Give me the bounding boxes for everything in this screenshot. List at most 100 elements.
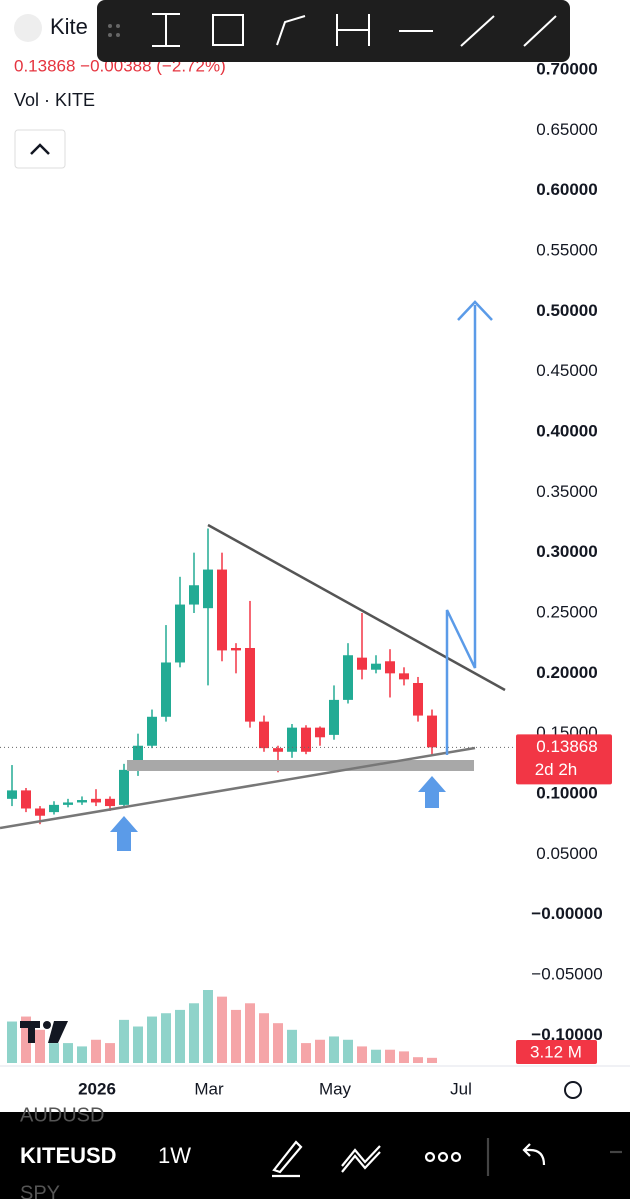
bottom-bar	[0, 1112, 630, 1199]
volume-bar	[147, 1016, 157, 1063]
symbol-item[interactable]: SPY	[20, 1182, 60, 1204]
candle-body	[399, 673, 409, 680]
volume-bar	[343, 1039, 353, 1063]
indicators-button[interactable]	[341, 1145, 381, 1173]
volume-bar	[217, 996, 227, 1063]
candle-body	[77, 800, 87, 803]
symbol-item[interactable]: AUDUSD	[20, 1104, 104, 1126]
settings-icon[interactable]	[564, 1081, 582, 1099]
support-zone[interactable]	[127, 760, 474, 771]
volume-bar	[133, 1026, 143, 1063]
active-symbol[interactable]: KITEUSD	[20, 1143, 117, 1168]
volume-bar	[385, 1049, 395, 1063]
x-tick-label: Jul	[450, 1079, 472, 1098]
volume-bar	[315, 1039, 325, 1063]
y-tick-label: 0.60000	[536, 180, 597, 199]
y-tick-label: 0.35000	[536, 482, 597, 501]
candle-body	[175, 604, 185, 663]
volume-bar	[231, 1009, 241, 1063]
candle-body	[259, 721, 269, 749]
candle-body	[329, 699, 339, 735]
candle-body	[343, 655, 353, 700]
bottom-icons	[272, 1138, 622, 1178]
symbol-icon	[14, 14, 42, 42]
y-tick-label: 0.05000	[536, 844, 597, 863]
up-arrow[interactable]	[110, 816, 138, 851]
y-tick-label: 0.70000	[536, 59, 597, 78]
x-tick-label: May	[319, 1079, 352, 1098]
candle-body	[357, 657, 367, 670]
candle-body	[49, 804, 59, 813]
candle-body	[63, 802, 73, 805]
y-tick-label: 0.20000	[536, 663, 597, 682]
descending-trendline[interactable]	[207, 523, 506, 692]
candle-body	[371, 663, 381, 670]
candle-body	[203, 569, 213, 609]
volume-bar	[301, 1043, 311, 1063]
candle-body	[385, 661, 395, 674]
tool-trendline[interactable]	[523, 15, 557, 47]
y-tick-label: −0.05000	[531, 964, 602, 983]
y-tick-label: 0.55000	[536, 240, 597, 259]
candle-body	[119, 769, 129, 805]
y-tick-label: −0.00000	[531, 904, 602, 923]
y-tick-label: 0.40000	[536, 421, 597, 440]
y-tick-label: 0.30000	[536, 542, 597, 561]
volume-legend: Vol · KITE	[14, 90, 95, 110]
volume-bar	[273, 1023, 283, 1063]
y-tick-label: 0.45000	[536, 361, 597, 380]
candle-body	[217, 569, 227, 651]
volume-bar	[413, 1057, 423, 1063]
x-tick-label: Mar	[194, 1079, 224, 1098]
volume-bar	[371, 1049, 381, 1063]
interval-button[interactable]: 1W	[158, 1143, 191, 1168]
volume-bar	[427, 1057, 437, 1063]
candle-body	[231, 647, 241, 651]
projection-arrowhead	[457, 300, 493, 321]
volume-bar	[399, 1051, 409, 1063]
volume-bar	[329, 1036, 339, 1063]
draw-button[interactable]	[272, 1140, 303, 1178]
countdown-label: 2d 2h	[535, 760, 578, 779]
toolbar-grip	[108, 24, 120, 37]
candle-body	[287, 727, 297, 752]
symbol-name[interactable]: Kite	[50, 14, 88, 39]
tool-price-range[interactable]	[152, 13, 180, 47]
projection-path[interactable]	[445, 305, 477, 755]
volume-bar	[21, 1016, 31, 1063]
volume-bar	[259, 1013, 269, 1063]
ascending-trendline[interactable]	[0, 746, 476, 830]
candle-body	[301, 727, 311, 752]
tool-arrow[interactable]	[460, 15, 495, 47]
tv-logo	[20, 1021, 68, 1043]
candle-body	[147, 716, 157, 746]
volume-bar	[287, 1029, 297, 1063]
candle-body	[161, 662, 171, 717]
collapse-button[interactable]	[14, 129, 66, 169]
tool-rectangle[interactable]	[212, 14, 244, 46]
tool-date-range[interactable]	[336, 14, 370, 46]
candle-body	[7, 790, 17, 799]
candle-body	[315, 727, 325, 738]
candle-body	[427, 715, 437, 748]
volume-bar	[357, 1046, 367, 1063]
y-tick-label: 0.65000	[536, 120, 597, 139]
volume-bar	[91, 1039, 101, 1063]
volume-bar	[7, 1021, 17, 1063]
volume-bar	[189, 1003, 199, 1063]
price-axis: 0.70000 0.65000 0.60000 0.55000 0.50000 0.450…	[531, 59, 602, 1043]
candle-body	[273, 748, 283, 752]
up-arrow[interactable]	[418, 776, 446, 808]
volume-bar	[63, 1043, 73, 1063]
more-button[interactable]	[424, 1151, 462, 1163]
plot: 0.13868 2d 2h 3.12 M	[0, 528, 612, 1064]
tool-path[interactable]	[276, 15, 306, 46]
last-volume-label: 3.12 M	[530, 1042, 582, 1061]
volume-bar	[49, 1043, 59, 1063]
last-price-badge	[516, 734, 612, 785]
volume-bar	[105, 1043, 115, 1063]
x-tick-label: 2026	[78, 1079, 116, 1098]
undo-button[interactable]	[522, 1143, 546, 1166]
candle-body	[91, 798, 101, 803]
